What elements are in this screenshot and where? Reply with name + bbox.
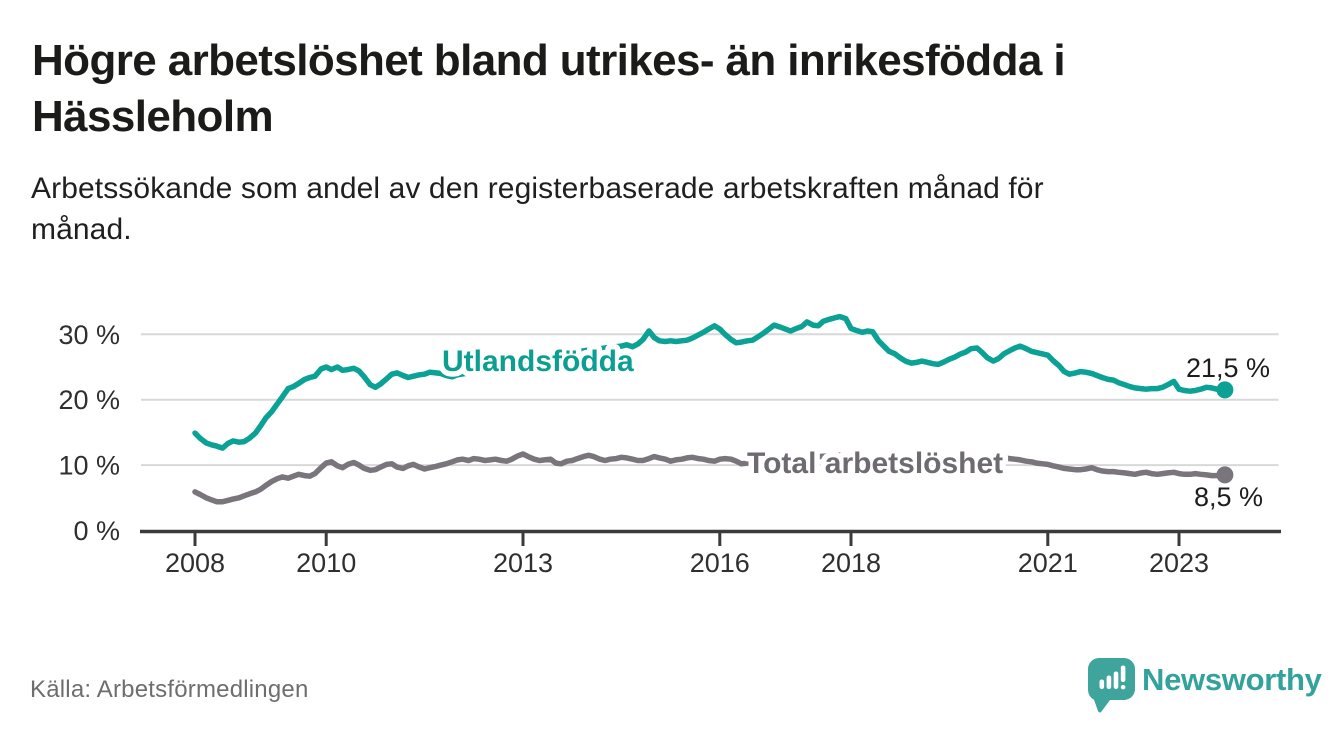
- newsworthy-logo: Newsworthy: [1088, 658, 1323, 713]
- x-axis-tick-label: 2013: [493, 548, 553, 578]
- title-line-2: Hässleholm: [32, 92, 274, 141]
- chart-subtitle: Arbetssökande som andel av den registerb…: [31, 168, 1044, 250]
- end-value-label-total-arbetsloshet: 8,5 %: [1194, 482, 1263, 512]
- speech-bubble-icon: [1088, 658, 1135, 713]
- page-title: Högre arbetslöshet bland utrikes- än inr…: [32, 33, 1066, 145]
- y-axis-tick-label: 20 %: [58, 385, 120, 415]
- x-axis-tick-label: 2008: [165, 548, 225, 578]
- x-axis-tick-label: 2018: [821, 548, 881, 578]
- y-axis-tick-label: 30 %: [58, 320, 120, 350]
- exclamation-bar: [1120, 665, 1126, 682]
- series-label-total-arbetsloshet: Total arbetslöshet: [747, 447, 1003, 480]
- endpoint-dot-utlandsfodda: [1216, 381, 1234, 399]
- x-axis-tick-label: 2010: [296, 548, 356, 578]
- end-value-label-utlandsfodda: 21,5 %: [1186, 353, 1270, 383]
- x-axis-tick-label: 2021: [1018, 548, 1078, 578]
- source-note: Källa: Arbetsförmedlingen: [30, 676, 309, 703]
- x-axis-labels: 2008 2010 2013 2016 2018 2021 2023: [165, 548, 1209, 578]
- subtitle-line-2: månad.: [31, 213, 132, 246]
- x-axis-tick-label: 2016: [690, 548, 750, 578]
- subtitle-line-1: Arbetssökande som andel av den registerb…: [31, 172, 1044, 205]
- gridlines: [141, 333, 1279, 467]
- bar-chart-glyph: [1099, 665, 1126, 690]
- y-axis-tick-label: 10 %: [58, 451, 120, 481]
- y-axis-tick-label: 0 %: [73, 516, 120, 546]
- endpoint-dot-total-arbetsloshet: [1216, 466, 1234, 484]
- exclamation-dot: [1120, 685, 1126, 690]
- x-axis-ticks: [193, 533, 1181, 546]
- series-label-utlandsfodda: Utlandsfödda: [442, 345, 634, 378]
- y-axis-labels: 0 % 10 % 20 % 30 %: [58, 320, 120, 546]
- series-line-utlandsfodda: [192, 313, 1228, 451]
- series-line-total-arbetsloshet: [192, 451, 1228, 505]
- title-line-1: Högre arbetslöshet bland utrikes- än inr…: [32, 36, 1066, 85]
- newsworthy-wordmark: Newsworthy: [1142, 662, 1323, 697]
- x-axis-tick-label: 2023: [1149, 548, 1209, 578]
